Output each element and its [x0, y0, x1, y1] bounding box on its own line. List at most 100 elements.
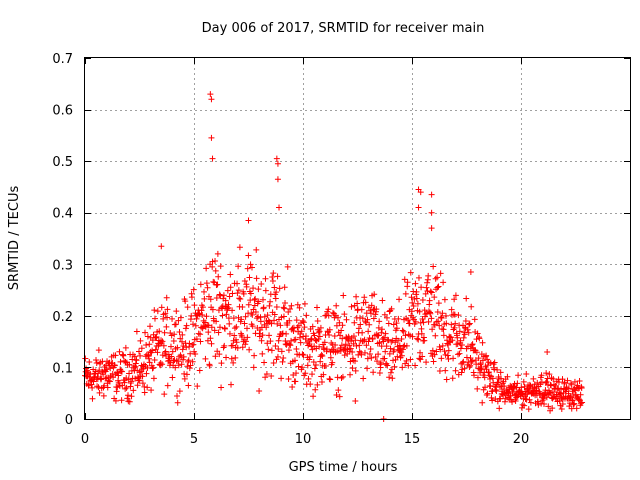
data-point: [163, 323, 170, 330]
data-point: [208, 340, 215, 347]
data-point: [381, 311, 388, 318]
data-point: [466, 363, 473, 370]
data-point: [93, 356, 100, 363]
data-point: [481, 374, 488, 381]
data-point: [227, 271, 234, 278]
data-point: [228, 381, 235, 388]
data-point: [300, 319, 307, 326]
data-point: [209, 306, 216, 313]
data-point: [174, 392, 181, 399]
data-point: [252, 308, 259, 315]
data-point: [377, 359, 384, 366]
data-point: [260, 304, 267, 311]
data-point: [376, 370, 383, 377]
data-point: [227, 284, 234, 291]
data-point: [383, 314, 390, 321]
data-point: [354, 300, 361, 307]
data-point: [336, 393, 343, 400]
data-point: [237, 295, 244, 302]
data-point: [279, 358, 286, 365]
data-point: [497, 369, 504, 376]
data-point: [151, 315, 158, 322]
data-point: [404, 317, 411, 324]
data-point: [130, 387, 137, 394]
data-point: [223, 311, 230, 318]
data-point: [116, 380, 123, 387]
data-point: [168, 353, 175, 360]
data-point: [209, 155, 216, 162]
x-tick-label: 20: [513, 432, 530, 447]
data-point: [323, 346, 330, 353]
data-point: [245, 252, 252, 259]
data-point: [169, 374, 176, 381]
data-point: [349, 348, 356, 355]
data-point: [285, 347, 292, 354]
data-point: [369, 335, 376, 342]
data-point: [309, 346, 316, 353]
data-point: [461, 331, 468, 338]
y-tick-label: 0.2: [52, 310, 73, 325]
data-point: [358, 306, 365, 313]
data-point: [325, 306, 332, 313]
data-point: [421, 337, 428, 344]
data-point: [544, 348, 551, 355]
data-point: [269, 274, 276, 281]
data-point: [301, 300, 308, 307]
data-point: [366, 335, 373, 342]
data-point: [262, 287, 269, 294]
data-point: [169, 315, 176, 322]
data-point: [457, 345, 464, 352]
data-point: [434, 274, 441, 281]
data-point: [182, 325, 189, 332]
data-point: [307, 381, 314, 388]
data-point: [366, 350, 373, 357]
data-point: [482, 384, 489, 391]
data-point: [95, 370, 102, 377]
data-point: [192, 322, 199, 329]
data-point: [338, 374, 345, 381]
data-point: [381, 355, 388, 362]
data-point: [150, 364, 157, 371]
data-point: [538, 372, 545, 379]
data-point: [250, 364, 257, 371]
data-point: [467, 362, 474, 369]
data-point: [334, 374, 341, 381]
data-point: [210, 278, 217, 285]
data-point: [333, 392, 340, 399]
data-point: [424, 279, 431, 286]
data-point: [376, 339, 383, 346]
data-point: [275, 346, 282, 353]
data-point: [370, 369, 377, 376]
data-point: [322, 362, 329, 369]
data-point: [212, 258, 219, 265]
data-point: [167, 330, 174, 337]
data-point: [312, 336, 319, 343]
data-point: [138, 345, 145, 352]
data-point: [199, 304, 206, 311]
data-point: [313, 304, 320, 311]
data-point: [241, 277, 248, 284]
data-point: [559, 400, 566, 407]
data-point: [555, 385, 562, 392]
data-point: [135, 377, 142, 384]
data-point: [450, 355, 457, 362]
data-point: [221, 342, 228, 349]
data-point: [428, 289, 435, 296]
data-point: [315, 336, 322, 343]
data-point: [308, 335, 315, 342]
data-point: [141, 389, 148, 396]
data-point: [383, 343, 390, 350]
data-point: [111, 362, 118, 369]
data-point: [316, 343, 323, 350]
data-point: [425, 318, 432, 325]
data-point: [407, 269, 414, 276]
data-point: [388, 305, 395, 312]
data-point: [206, 362, 213, 369]
data-point: [105, 377, 112, 384]
data-point: [157, 359, 164, 366]
data-point: [192, 351, 199, 358]
data-point: [427, 288, 434, 295]
data-point: [475, 355, 482, 362]
data-point: [329, 359, 336, 366]
data-point: [145, 355, 152, 362]
